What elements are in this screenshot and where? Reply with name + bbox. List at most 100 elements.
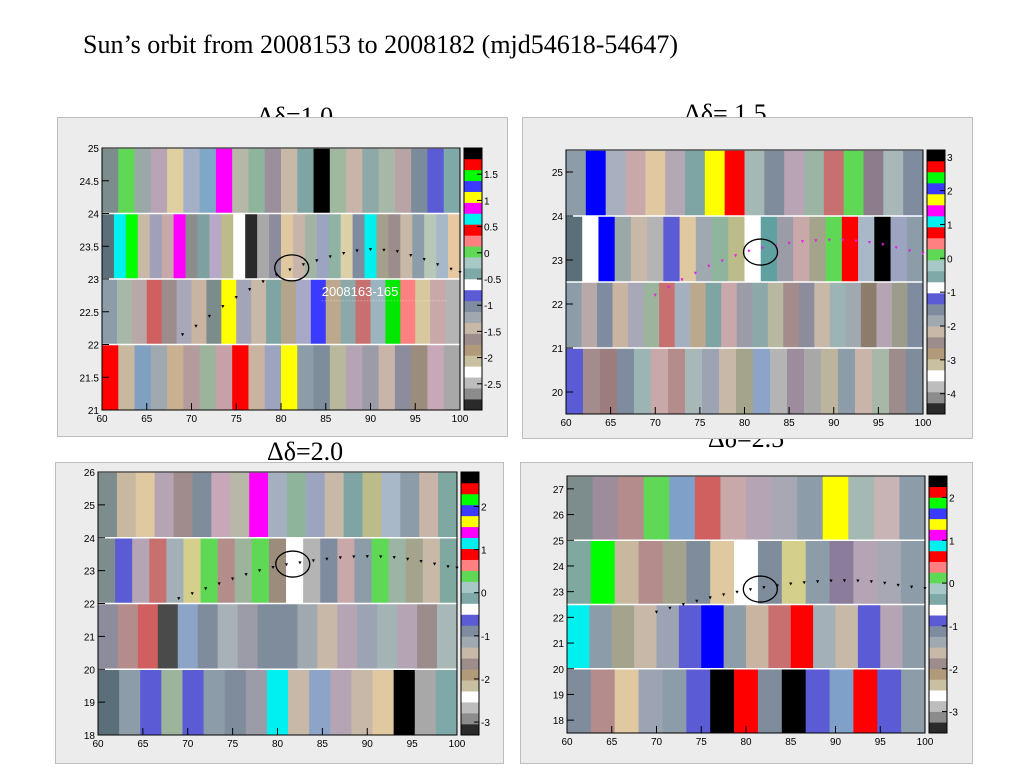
- heatmap-cell: [901, 668, 926, 733]
- heatmap-cell: [662, 668, 687, 733]
- colorbar-segment: [929, 497, 947, 509]
- heatmap-cell: [853, 668, 878, 733]
- colorbar-segment: [464, 246, 482, 258]
- x-tick-label: 70: [650, 418, 662, 429]
- heatmap-cell: [873, 476, 900, 541]
- heatmap-cell: [98, 537, 116, 604]
- heatmap-cell: [325, 279, 342, 345]
- x-tick-label: 100: [915, 418, 932, 429]
- orbit-point: [814, 239, 818, 243]
- heatmap-cell: [767, 282, 784, 348]
- colorbar-segment: [927, 392, 945, 404]
- y-tick-label: 27: [553, 485, 565, 496]
- heatmap-cell: [686, 668, 711, 733]
- heatmap-cell: [686, 540, 711, 605]
- orbit-point: [288, 268, 292, 272]
- colorbar-segment: [464, 322, 482, 334]
- colorbar-frame: [926, 149, 946, 415]
- colorbar-tick-label: -4: [947, 390, 956, 401]
- orbit-point: [680, 278, 684, 282]
- colorbar-segment: [929, 636, 947, 648]
- heatmap-cell: [251, 279, 267, 345]
- heatmap-cell: [841, 216, 859, 282]
- orbit-point: [204, 587, 208, 591]
- heatmap-cell: [825, 216, 843, 282]
- heatmap-cell: [150, 344, 168, 410]
- heatmap-cell: [215, 344, 233, 410]
- heatmap-cell: [340, 213, 353, 279]
- heatmap-cell: [281, 279, 297, 345]
- heatmap-cell: [776, 216, 794, 282]
- heatmap-cell: [232, 148, 249, 214]
- heatmap-cell: [781, 540, 807, 605]
- colorbar-segment: [927, 260, 945, 272]
- heatmap-cell: [116, 279, 133, 345]
- heatmap-cell: [705, 282, 722, 348]
- heatmap-cell: [354, 537, 372, 604]
- heatmap-cell: [118, 148, 135, 214]
- heatmap-cell: [567, 476, 593, 541]
- colorbar-segment: [929, 647, 947, 659]
- heatmap-cell: [397, 603, 418, 670]
- heatmap-cell: [245, 213, 258, 279]
- colorbar-segment: [464, 355, 482, 367]
- heatmap-cell: [679, 216, 697, 282]
- heatmap-cell: [217, 537, 236, 604]
- colorbar-segment: [929, 561, 947, 573]
- heatmap-cell: [872, 348, 890, 414]
- heatmap-cell: [701, 604, 725, 669]
- heatmap-cell: [234, 537, 253, 604]
- heatmap-cell: [185, 213, 198, 279]
- heatmap-cell: [297, 344, 314, 410]
- colorbar-segment: [461, 537, 479, 550]
- heatmap-cell: [102, 279, 118, 345]
- orbit-point: [368, 248, 373, 252]
- colorbar-frame: [460, 471, 480, 736]
- orbit-point: [217, 582, 221, 586]
- heatmap-cell: [400, 213, 413, 279]
- heatmap-cell: [736, 348, 754, 414]
- orbit-point: [419, 560, 423, 564]
- heatmap-cell: [822, 476, 849, 541]
- colorbar-segment: [927, 293, 945, 305]
- heatmap-cell: [317, 603, 338, 670]
- colorbar-segment: [929, 679, 947, 691]
- heatmap-cell: [203, 669, 226, 735]
- heatmap-cell: [249, 472, 269, 538]
- heatmap-cell: [439, 537, 458, 604]
- colorbar-segment: [929, 711, 947, 723]
- colorbar-segment: [927, 161, 945, 173]
- orbit-point: [695, 599, 699, 603]
- colorbar-tick-label: 0: [484, 249, 490, 260]
- colorbar-segment: [461, 559, 479, 571]
- heatmap-cell: [411, 344, 428, 410]
- heatmap-cell: [643, 476, 670, 541]
- heatmap-cell: [843, 150, 864, 216]
- heatmap-cell: [712, 216, 729, 282]
- heatmap-cell: [736, 282, 753, 348]
- heatmap-cell: [757, 668, 783, 733]
- heatmap-cell: [668, 348, 686, 414]
- colorbar-segment: [929, 486, 947, 498]
- heatmap-cell: [264, 148, 282, 214]
- heatmap-cell: [443, 344, 461, 410]
- heatmap-cell: [669, 476, 696, 541]
- colorbar-segment: [929, 476, 947, 488]
- colorbar-tick-label: -3: [949, 708, 958, 719]
- heatmap-cell: [605, 150, 626, 216]
- heatmap-cell: [417, 603, 438, 670]
- y-tick-label: 22: [88, 341, 100, 352]
- heatmap-cell: [891, 282, 908, 348]
- heatmap-cell: [149, 537, 167, 604]
- y-tick-label: 21: [84, 632, 96, 643]
- heatmap-cell: [224, 669, 247, 735]
- heatmap-cell: [829, 282, 846, 348]
- heatmap-cell: [236, 279, 252, 345]
- heatmap-cell: [176, 279, 192, 345]
- heatmap-cell: [206, 279, 222, 345]
- heatmap-cell: [720, 476, 747, 541]
- colorbar-segment: [461, 658, 479, 670]
- colorbar-segment: [929, 518, 947, 530]
- colorbar-tick-label: -1: [484, 301, 493, 312]
- colorbar-segment: [927, 282, 945, 294]
